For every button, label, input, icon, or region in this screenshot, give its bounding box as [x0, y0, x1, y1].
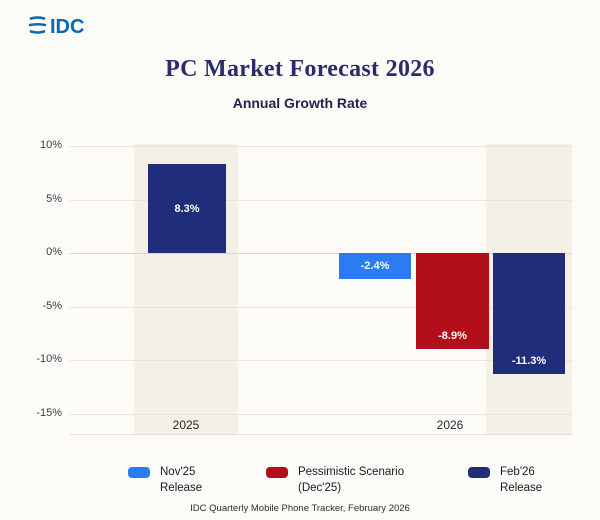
gridline [70, 306, 572, 308]
bar-2026-feb26-release: -11.3% [493, 253, 565, 375]
gridline [70, 199, 572, 201]
x-axis-label-2025: 2025 [172, 418, 200, 432]
bar-chart: 10% 5% 0% -5% -10% -15% 8.3% -2.4% -8.9% -11.… [36, 139, 572, 435]
legend-swatch-red [266, 467, 288, 478]
legend-swatch-blue [128, 467, 150, 478]
idc-logo-icon: IDC [28, 16, 84, 38]
legend-swatch-navy [468, 467, 490, 478]
bar-2026-nov25-release: -2.4% [339, 253, 411, 279]
legend-label: Feb'26 Release [500, 464, 542, 496]
x-axis-line [70, 434, 572, 435]
y-axis-tick-label: 10% [39, 139, 62, 151]
legend-label-line2: Release [500, 482, 543, 495]
page-title: PC Market Forecast 2026 [165, 56, 435, 82]
gridline [70, 146, 572, 147]
x-axis-label-2026: 2026 [436, 418, 464, 432]
bar-value-label: -8.9% [438, 329, 467, 342]
y-axis-tick-label: 0% [46, 246, 62, 259]
bar-value-label: -11.3% [511, 355, 547, 368]
legend-label: Pessimistic Scenario (Dec'25) [298, 464, 404, 496]
svg-text:IDC: IDC [50, 16, 84, 38]
legend-label-line2: (Dec'25) [298, 482, 342, 495]
gridline [70, 414, 572, 415]
page-subtitle: Annual Growth Rate [232, 95, 368, 111]
y-axis-tick-label: -10% [36, 353, 62, 366]
legend-label-line1: Feb'26 [500, 466, 535, 478]
y-axis-tick-label: -5% [42, 299, 62, 312]
legend-item-pessimistic-scenario: Pessimistic Scenario (Dec'25) [266, 464, 404, 496]
source-note: IDC Quarterly Mobile Phone Tracker, Febr… [190, 503, 410, 514]
gridline [70, 360, 572, 362]
idc-logo: IDC [28, 12, 92, 38]
bar-2025-feb26-release: 8.3% [148, 164, 226, 254]
legend-label-line1: Pessimistic Scenario [298, 466, 405, 478]
gridline [70, 253, 572, 255]
legend-label-line2: Release [160, 482, 203, 495]
legend-item-feb26-release: Feb'26 Release [468, 464, 542, 496]
bar-value-label: 8.3% [174, 202, 200, 215]
legend-label: Nov'25 Release [160, 464, 202, 496]
y-axis-tick-label: -15% [36, 407, 62, 419]
bar-value-label: -2.4% [360, 260, 390, 273]
legend-label-line1: Nov'25 [160, 466, 196, 478]
y-axis-tick-label: 5% [46, 192, 62, 205]
bar-2026-pessimistic-scenario: -8.9% [416, 253, 489, 349]
legend-item-nov25-release: Nov'25 Release [128, 464, 202, 496]
